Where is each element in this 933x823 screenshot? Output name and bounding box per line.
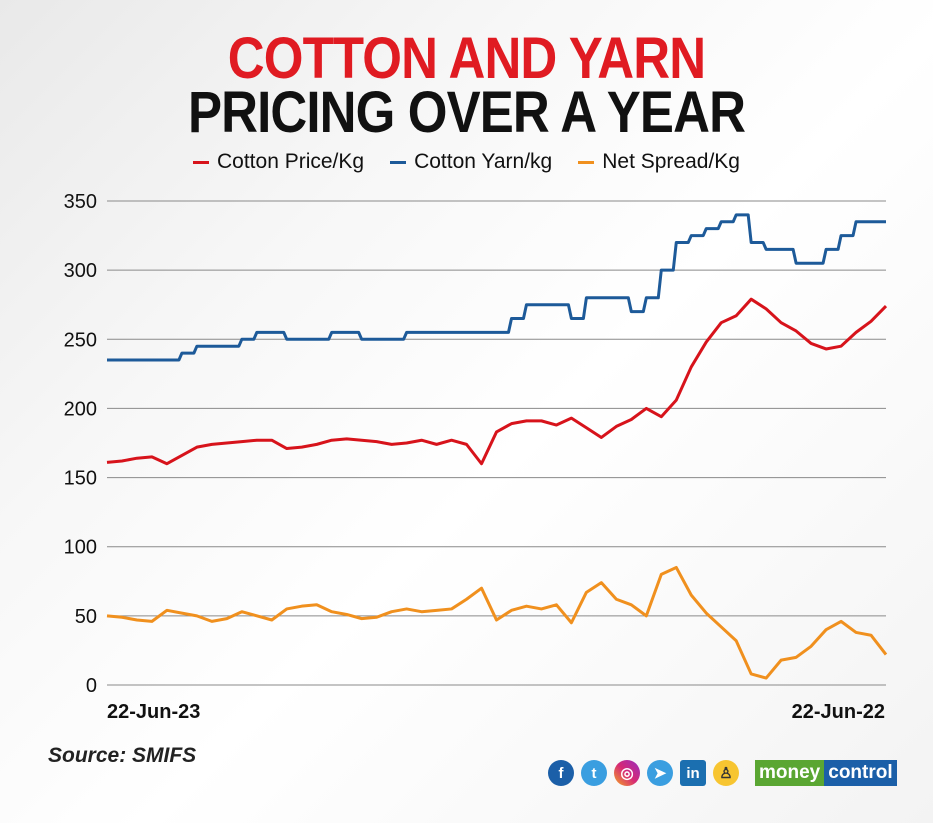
legend-swatch (193, 160, 209, 164)
logo-part-money: money (755, 760, 825, 786)
source-note: Source: SMIFS (48, 744, 197, 767)
series-line-net-spread (106, 565, 888, 680)
legend-item-spread: Net Spread/Kg (578, 150, 740, 174)
legend-item-yarn: Cotton Yarn/kg (390, 150, 552, 174)
koo-icon[interactable]: ♙ (713, 760, 739, 786)
legend-label: Net Spread/Kg (602, 150, 740, 173)
x-tick-label-end: 22-Jun-22 (792, 701, 885, 723)
legend-label: Cotton Price/Kg (217, 150, 365, 173)
social-icons: f t ◎ ➤ in ♙ (548, 760, 739, 786)
instagram-icon[interactable]: ◎ (614, 760, 640, 786)
moneycontrol-logo: money control (755, 760, 897, 786)
y-tick-label: 300 (64, 260, 97, 282)
legend-label: Cotton Yarn/kg (414, 150, 553, 173)
logo-part-control: control (824, 760, 897, 786)
y-tick-label: 100 (64, 537, 97, 559)
linkedin-icon[interactable]: in (680, 760, 706, 786)
y-tick-label: 250 (64, 329, 97, 351)
y-tick-label: 0 (86, 675, 97, 697)
y-tick-label: 350 (64, 191, 97, 213)
twitter-icon[interactable]: t (581, 760, 607, 786)
y-tick-label: 150 (64, 468, 97, 490)
series-line-cotton-price (106, 297, 888, 466)
y-tick-label: 200 (64, 398, 97, 420)
y-tick-label: 50 (75, 606, 97, 628)
chart-title-line1: COTTON AND YARN (227, 26, 706, 91)
facebook-icon[interactable]: f (548, 760, 574, 786)
legend: Cotton Price/Kg Cotton Yarn/kg Net Sprea… (0, 150, 933, 174)
telegram-icon[interactable]: ➤ (647, 760, 673, 786)
legend-swatch (578, 160, 595, 164)
chart-title-line2: PRICING OVER A YEAR (187, 80, 746, 145)
x-tick-label-start: 22-Jun-23 (107, 701, 200, 723)
series-line-cotton-yarn (107, 213, 886, 362)
legend-item-cotton: Cotton Price/Kg (193, 150, 364, 174)
legend-swatch (390, 160, 407, 164)
